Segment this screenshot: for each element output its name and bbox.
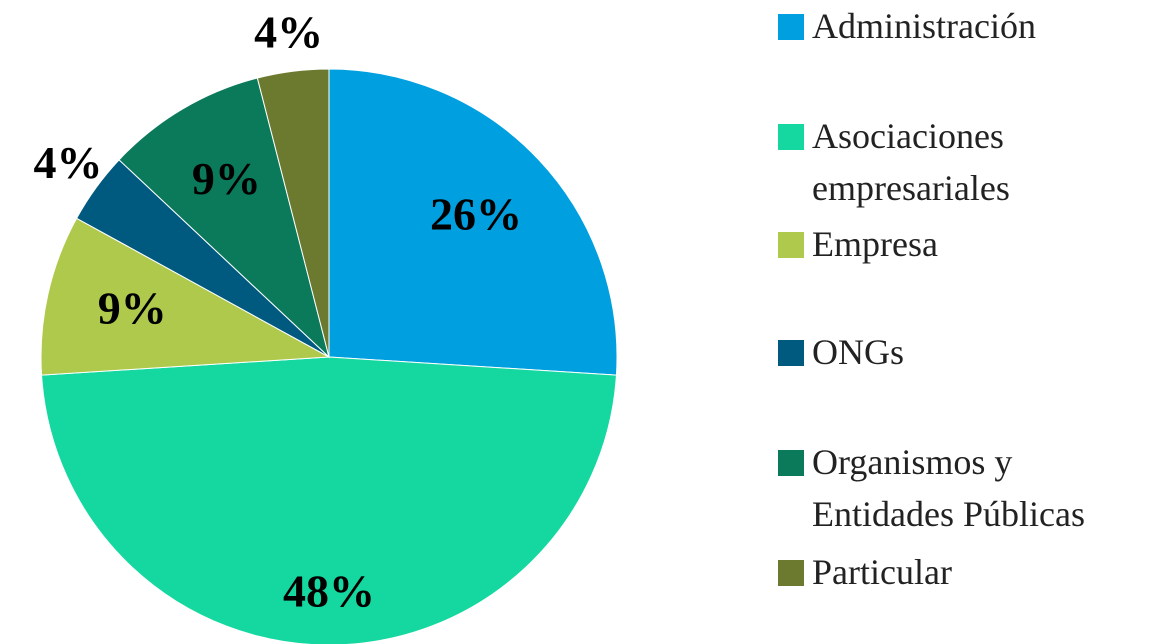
data-label: 4% bbox=[254, 7, 323, 58]
pie-slice bbox=[328, 68, 618, 376]
data-label: 9% bbox=[98, 283, 167, 334]
legend-item: Organismos y Entidades Públicas bbox=[778, 436, 1148, 540]
legend-swatch bbox=[778, 124, 804, 150]
legend-item: ONGs bbox=[778, 326, 1148, 378]
pie-slice bbox=[40, 217, 331, 376]
legend-label: Empresa bbox=[812, 224, 938, 264]
legend-item: Empresa bbox=[778, 218, 1148, 270]
legend-item: Administración bbox=[778, 0, 1148, 52]
pie-slice bbox=[41, 356, 617, 644]
data-label: 48% bbox=[283, 566, 375, 617]
data-label: 4% bbox=[34, 137, 103, 188]
legend-swatch bbox=[778, 340, 804, 366]
legend-swatch bbox=[778, 450, 804, 476]
pie-slice bbox=[256, 68, 330, 358]
legend-label: ONGs bbox=[812, 332, 905, 372]
legend-label: Asociaciones empresariales bbox=[812, 116, 1010, 208]
legend-item: Particular bbox=[778, 546, 1148, 598]
legend-label: Organismos y Entidades Públicas bbox=[812, 442, 1085, 534]
legend-item: Asociaciones empresariales bbox=[778, 110, 1148, 214]
legend-swatch bbox=[778, 14, 804, 40]
legend-label: Particular bbox=[812, 552, 952, 592]
data-label: 9% bbox=[192, 153, 261, 204]
pie-slice bbox=[118, 77, 330, 359]
data-label: 26% bbox=[430, 189, 522, 240]
legend-label: Administración bbox=[812, 6, 1036, 46]
legend-swatch bbox=[778, 232, 804, 258]
legend-swatch bbox=[778, 560, 804, 586]
